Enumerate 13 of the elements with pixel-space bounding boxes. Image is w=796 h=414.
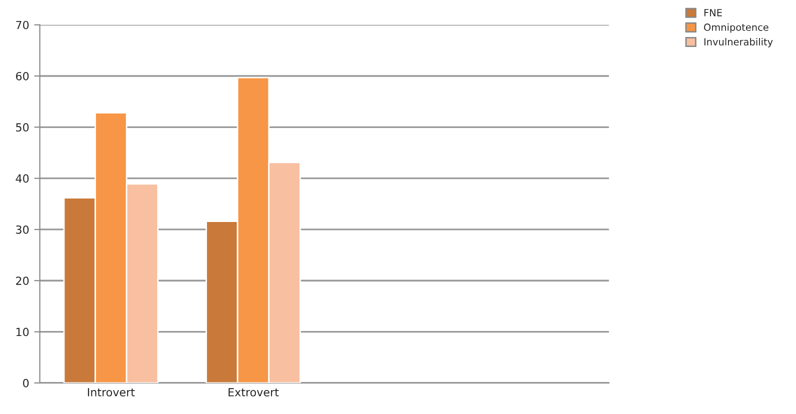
y-tick-label: 50 — [16, 123, 29, 132]
y-tick-label: 70 — [16, 20, 29, 30]
legend-label: FNE — [704, 9, 722, 16]
y-tick-label: 40 — [16, 174, 29, 183]
y-tick-label: 60 — [16, 72, 29, 80]
x-tick-label: Extrovert — [228, 388, 279, 396]
y-tick-label: 10 — [16, 328, 29, 336]
y-tick-label: 20 — [16, 276, 29, 286]
legend-label: Omnipotence — [704, 23, 768, 33]
x-tick-label: Introvert — [88, 388, 135, 396]
y-tick-label: 30 — [16, 225, 29, 234]
y-tick-label: 0 — [23, 378, 29, 388]
legend-label: Invulnerability — [704, 38, 773, 48]
